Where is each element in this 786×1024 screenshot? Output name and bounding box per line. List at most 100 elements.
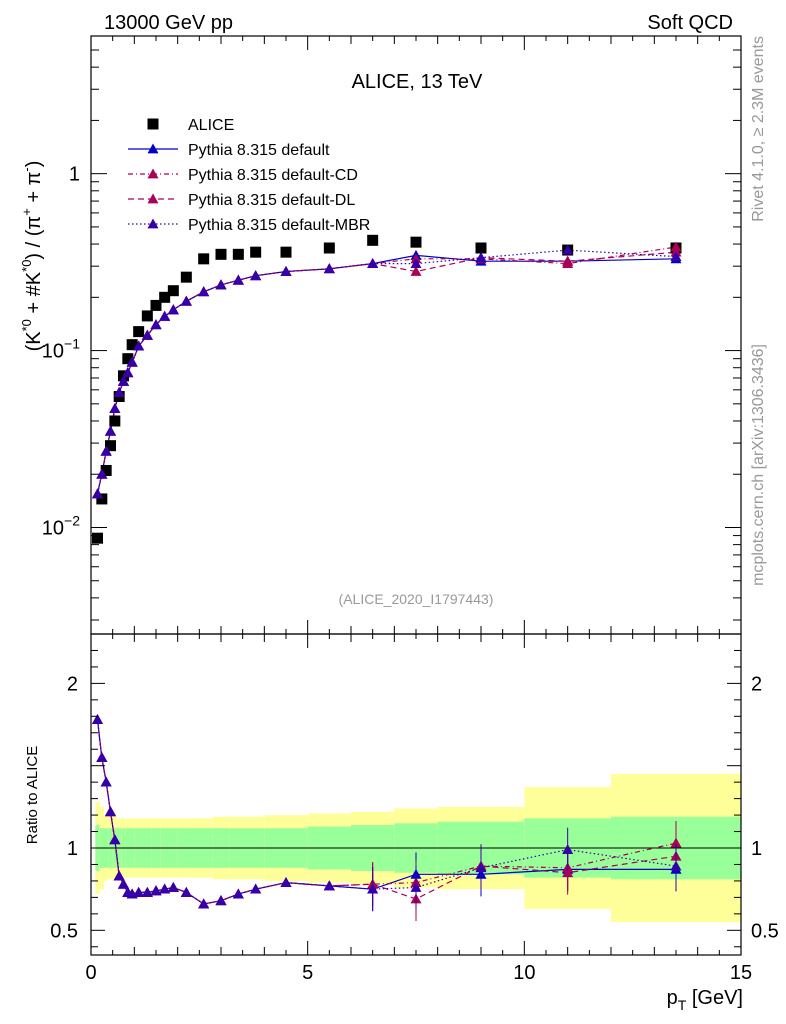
main-point-default_mbr xyxy=(105,425,116,436)
main-point-data xyxy=(122,353,134,365)
main-point-data xyxy=(96,493,108,505)
main-point-default_mbr xyxy=(670,251,682,261)
legend-entry-default: Pythia 8.315 default xyxy=(128,142,330,159)
main-point-default_mbr xyxy=(113,386,125,397)
ratio-point-default_mbr xyxy=(367,883,379,894)
x-tick-label: 5 xyxy=(302,962,313,984)
main-point-default_mbr xyxy=(180,295,192,306)
main-point-data xyxy=(126,339,138,351)
rivet-label: Rivet 4.1.0, ≥ 2.3M events xyxy=(750,36,767,222)
main-point-data xyxy=(232,248,244,260)
main-point-default_mbr xyxy=(150,319,162,330)
main-point-default_mbr xyxy=(109,403,121,413)
main-point-data xyxy=(367,234,379,246)
ratio-point-default_mbr xyxy=(475,862,487,873)
ratio-point-default_mbr xyxy=(113,870,125,881)
legend: ALICE Pythia 8.315 default Pythia 8.315 de… xyxy=(128,117,370,234)
main-point-default_mbr xyxy=(167,304,179,315)
ratio-point-default_mbr xyxy=(180,886,192,897)
ratio-point-default_mbr xyxy=(96,751,108,762)
main-markers xyxy=(92,234,682,544)
main-point-data xyxy=(159,291,171,303)
ratio-point-default_mbr xyxy=(410,882,422,892)
main-line-default_mbr xyxy=(96,249,677,494)
ratio-point-default_mbr xyxy=(92,714,103,724)
svg-text:Pythia 8.315 default-DL: Pythia 8.315 default-DL xyxy=(188,192,355,209)
svg-text:Pythia 8.315 default-MBR: Pythia 8.315 default-MBR xyxy=(188,217,370,234)
main-point-default_mbr xyxy=(562,244,574,255)
main-point-default_mbr xyxy=(198,286,210,297)
legend-entry-default_mbr: Pythia 8.315 default-MBR xyxy=(128,217,370,234)
ratio-point-default_mbr xyxy=(250,883,262,894)
ratio-point-default_mbr xyxy=(109,834,121,845)
main-point-default_dl xyxy=(410,265,422,276)
header-left: 13000 GeV pp xyxy=(104,12,233,34)
ratio-line-default_dl xyxy=(96,719,677,905)
main-point-default_mbr xyxy=(410,258,422,269)
main-point-data xyxy=(180,271,192,283)
ratio-point-default_mbr xyxy=(159,883,171,894)
main-point-default_mbr xyxy=(126,356,138,367)
analysis-watermark: (ALICE_2020_I1797443) xyxy=(339,591,494,607)
x-tick-label: 10 xyxy=(513,962,535,984)
main-point-default_mbr xyxy=(232,274,244,285)
main-point-data xyxy=(109,415,121,427)
x-axis-label: pT [GeV] xyxy=(667,987,743,1013)
ratio-point-default_mbr xyxy=(670,860,682,871)
ratio-point-default_mbr xyxy=(167,882,179,892)
main-title: ALICE, 13 TeV xyxy=(352,71,483,93)
main-point-default_mbr xyxy=(250,270,262,281)
svg-text:Pythia 8.315 default-CD: Pythia 8.315 default-CD xyxy=(188,167,358,184)
main-point-data xyxy=(100,464,112,476)
main-point-data xyxy=(215,248,227,260)
ratio-point-default_dl xyxy=(562,867,574,878)
main-point-data xyxy=(150,299,162,311)
main-point-data xyxy=(410,236,422,248)
axes-ticks: 0 5 10 15 10−2 10−1 1 0.5 0.5 1 1 2 2 xyxy=(42,35,779,984)
main-series-lines xyxy=(96,246,677,494)
main-point-default_mbr xyxy=(122,367,134,378)
ratio-point-default_mbr xyxy=(100,776,112,787)
main-point-data xyxy=(198,253,210,265)
main-line-default xyxy=(96,254,677,494)
main-point-default_mbr xyxy=(215,279,227,290)
main-point-data xyxy=(92,532,103,544)
main-point-data xyxy=(250,246,262,258)
main-point-default_mbr xyxy=(92,488,103,499)
ratio-point-default_mbr xyxy=(133,886,145,897)
ratio-point-default_mbr xyxy=(280,877,292,887)
main-point-data xyxy=(167,285,179,297)
y-tick-label: 10−1 xyxy=(42,336,80,363)
y-tick-label: 10−2 xyxy=(42,512,80,539)
main-line-default_cd xyxy=(96,246,677,494)
x-tick-label: 0 xyxy=(85,962,96,984)
main-point-default_dl xyxy=(562,255,574,266)
ratio-y-tick-label-right: 1 xyxy=(751,838,762,860)
main-point-default_mbr xyxy=(141,329,153,340)
legend-entry-data: ALICE xyxy=(147,117,234,134)
svg-text:Pythia 8.315 default: Pythia 8.315 default xyxy=(188,142,330,159)
ratio-y-tick-label: 2 xyxy=(67,673,78,695)
ratio-y-tick-label-right: 0.5 xyxy=(751,920,779,942)
main-point-default_mbr xyxy=(96,468,108,479)
ratio-y-tick-label: 0.5 xyxy=(50,920,78,942)
main-line-default_dl xyxy=(96,251,677,494)
ratio-y-tick-label-right: 2 xyxy=(751,673,762,695)
main-ylabel: (K*0 + #K*0) / (π+ + π-) xyxy=(19,161,45,352)
legend-entry-default_cd: Pythia 8.315 default-CD xyxy=(128,167,358,184)
main-point-data xyxy=(280,246,292,258)
main-point-default_cd xyxy=(670,241,682,252)
main-point-default_mbr xyxy=(323,263,335,274)
main-point-data xyxy=(323,242,335,254)
mcplots-label: mcplots.cern.ch [arXiv:1306.3436] xyxy=(750,344,767,586)
ratio-point-default_mbr xyxy=(215,895,227,906)
main-point-default_mbr xyxy=(280,265,292,276)
ratio-point-default_mbr xyxy=(150,885,162,896)
main-point-data xyxy=(105,440,116,452)
main-point-data xyxy=(475,242,487,254)
y-tick-label: 1 xyxy=(69,164,80,186)
x-tick-label: 15 xyxy=(730,962,752,984)
ratio-point-default_mbr xyxy=(141,886,153,897)
ratio-point-default_mbr xyxy=(105,806,116,817)
ratio-point-default_mbr xyxy=(198,898,210,909)
